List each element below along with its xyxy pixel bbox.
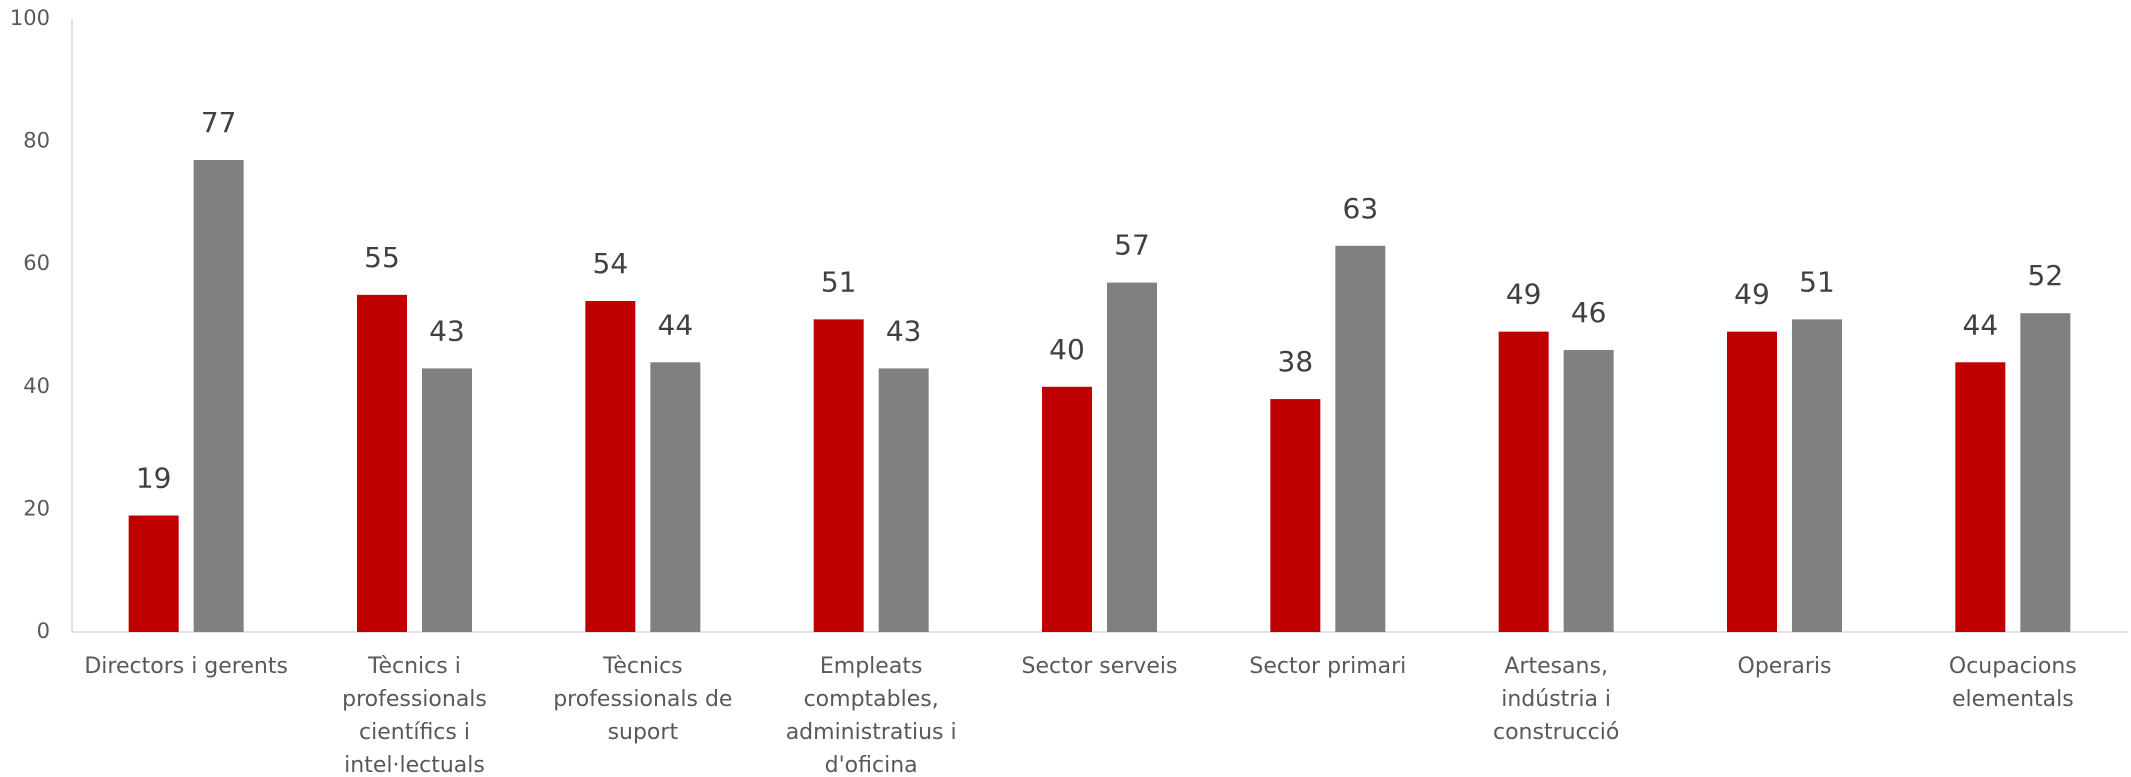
y-tick-label: 60 (23, 251, 50, 275)
bar (1792, 319, 1842, 632)
bar (1498, 331, 1549, 632)
bar (878, 368, 929, 632)
data-label: 52 (2028, 259, 2064, 292)
bar (1727, 331, 1777, 632)
x-tick-label: Directors i gerents (84, 654, 288, 679)
x-tick-label: Sector serveis (1021, 654, 1178, 679)
data-label: 38 (1278, 345, 1314, 378)
bar (422, 368, 472, 632)
bar (1042, 386, 1092, 632)
data-label: 44 (1963, 308, 1999, 341)
data-label: 40 (1049, 333, 1085, 366)
bar (585, 300, 636, 632)
data-label: 57 (1114, 229, 1150, 262)
y-tick-label: 0 (37, 619, 50, 643)
y-tick-label: 20 (23, 496, 50, 520)
data-label: 43 (429, 314, 465, 347)
data-label: 19 (136, 462, 172, 495)
y-tick-label: 80 (23, 129, 50, 153)
y-tick-label: 100 (10, 6, 50, 30)
data-label: 51 (1799, 265, 1835, 298)
bar (1563, 350, 1614, 632)
bar (650, 362, 701, 632)
bar (2020, 313, 2071, 632)
bar (1107, 282, 1157, 632)
data-label: 44 (658, 308, 694, 341)
data-label: 77 (201, 106, 237, 139)
bar (1335, 245, 1386, 632)
x-tick-label: Tècnics professionals de suport (553, 654, 733, 745)
data-label: 49 (1506, 278, 1542, 311)
data-label: 49 (1734, 278, 1770, 311)
x-tick-label: Operaris (1737, 654, 1832, 679)
x-tick-label: Tècnics i professionals científics i int… (342, 654, 487, 777)
x-tick-label: Sector primari (1249, 654, 1407, 679)
data-label: 55 (364, 241, 400, 274)
y-tick-label: 40 (23, 374, 50, 398)
bar (1955, 362, 2006, 632)
bar (193, 159, 244, 633)
x-tick-label: Ocupacions elementals (1948, 654, 2077, 712)
data-label: 46 (1571, 296, 1607, 329)
data-label: 63 (1343, 192, 1379, 225)
bar (357, 294, 407, 632)
data-label: 43 (886, 314, 922, 347)
data-label: 51 (821, 265, 857, 298)
bar (813, 319, 864, 632)
x-tick-label: Artesans, indústria i construcció (1492, 654, 1620, 745)
data-label: 54 (593, 247, 629, 280)
x-tick-label: Empleats comptables, administratius i d'… (785, 654, 957, 777)
bar (128, 515, 179, 632)
bar (1270, 399, 1321, 632)
